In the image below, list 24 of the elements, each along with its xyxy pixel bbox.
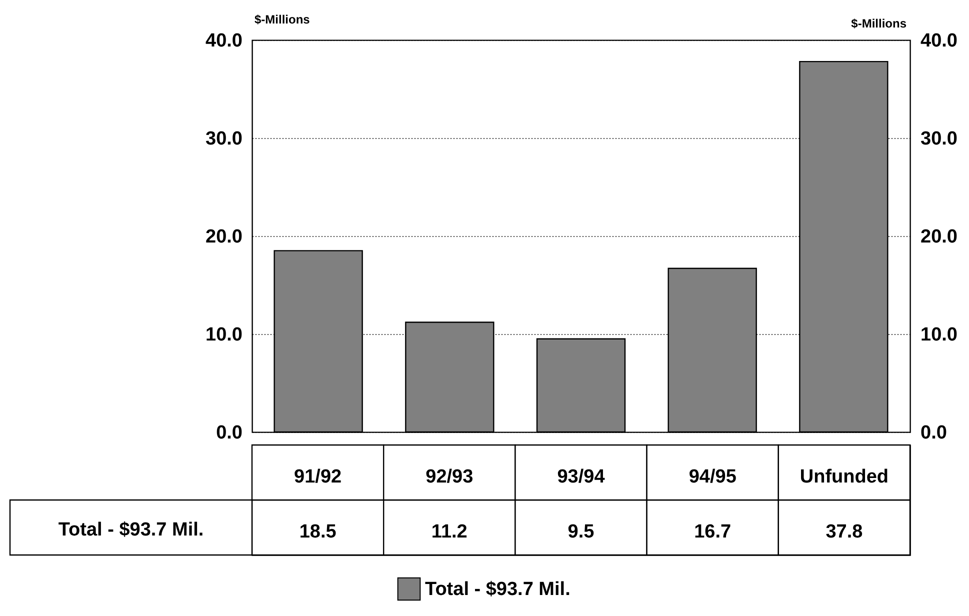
- data-label: 11.2: [431, 522, 468, 542]
- x-tick-label: 91/92: [294, 466, 342, 488]
- y-tick-label: 40.0: [206, 30, 242, 52]
- y2-axis-title: $-Millions: [851, 16, 907, 30]
- y2-tick-label: 0.0: [920, 422, 947, 444]
- data-label: 37.8: [826, 522, 863, 542]
- x-tick-label: 94/95: [688, 466, 737, 488]
- x-tick-label: 93/94: [557, 466, 606, 488]
- data-label: 18.5: [299, 522, 337, 542]
- y-tick-label: 10.0: [206, 324, 242, 346]
- y-axis-title: $-Millions: [254, 12, 310, 26]
- y-tick-label: 20.0: [206, 226, 242, 248]
- y-tick-label: 30.0: [206, 128, 242, 150]
- text: Total - $93.7 Mil.: [58, 520, 204, 540]
- legend-label: Total - $93.7 Mil.: [425, 579, 570, 600]
- data-label: 16.7: [694, 522, 732, 542]
- x-tick-label: Unfunded: [800, 466, 889, 488]
- y2-tick-label: 20.0: [920, 226, 958, 248]
- y2-tick-label: 30.0: [920, 128, 958, 150]
- x-tick-label: 92/93: [426, 466, 474, 488]
- data-label: 9.5: [568, 522, 595, 542]
- y2-tick-label: 40.0: [920, 30, 958, 52]
- y-tick-label: 0.0: [216, 422, 242, 444]
- y2-tick-label: 10.0: [920, 324, 958, 346]
